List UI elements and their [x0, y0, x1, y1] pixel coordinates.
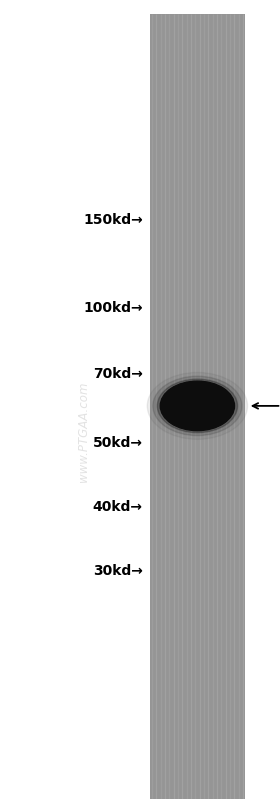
- Text: www.PTGAA.com: www.PTGAA.com: [78, 381, 90, 482]
- Text: 30kd→: 30kd→: [93, 564, 143, 578]
- Bar: [150, 14, 245, 799]
- Text: 70kd→: 70kd→: [93, 367, 143, 381]
- Ellipse shape: [157, 380, 237, 432]
- Ellipse shape: [160, 381, 235, 431]
- Ellipse shape: [147, 372, 248, 439]
- Text: 150kd→: 150kd→: [83, 213, 143, 227]
- Text: 50kd→: 50kd→: [93, 436, 143, 451]
- Text: 40kd→: 40kd→: [93, 500, 143, 515]
- Text: 100kd→: 100kd→: [83, 300, 143, 315]
- Ellipse shape: [153, 376, 242, 435]
